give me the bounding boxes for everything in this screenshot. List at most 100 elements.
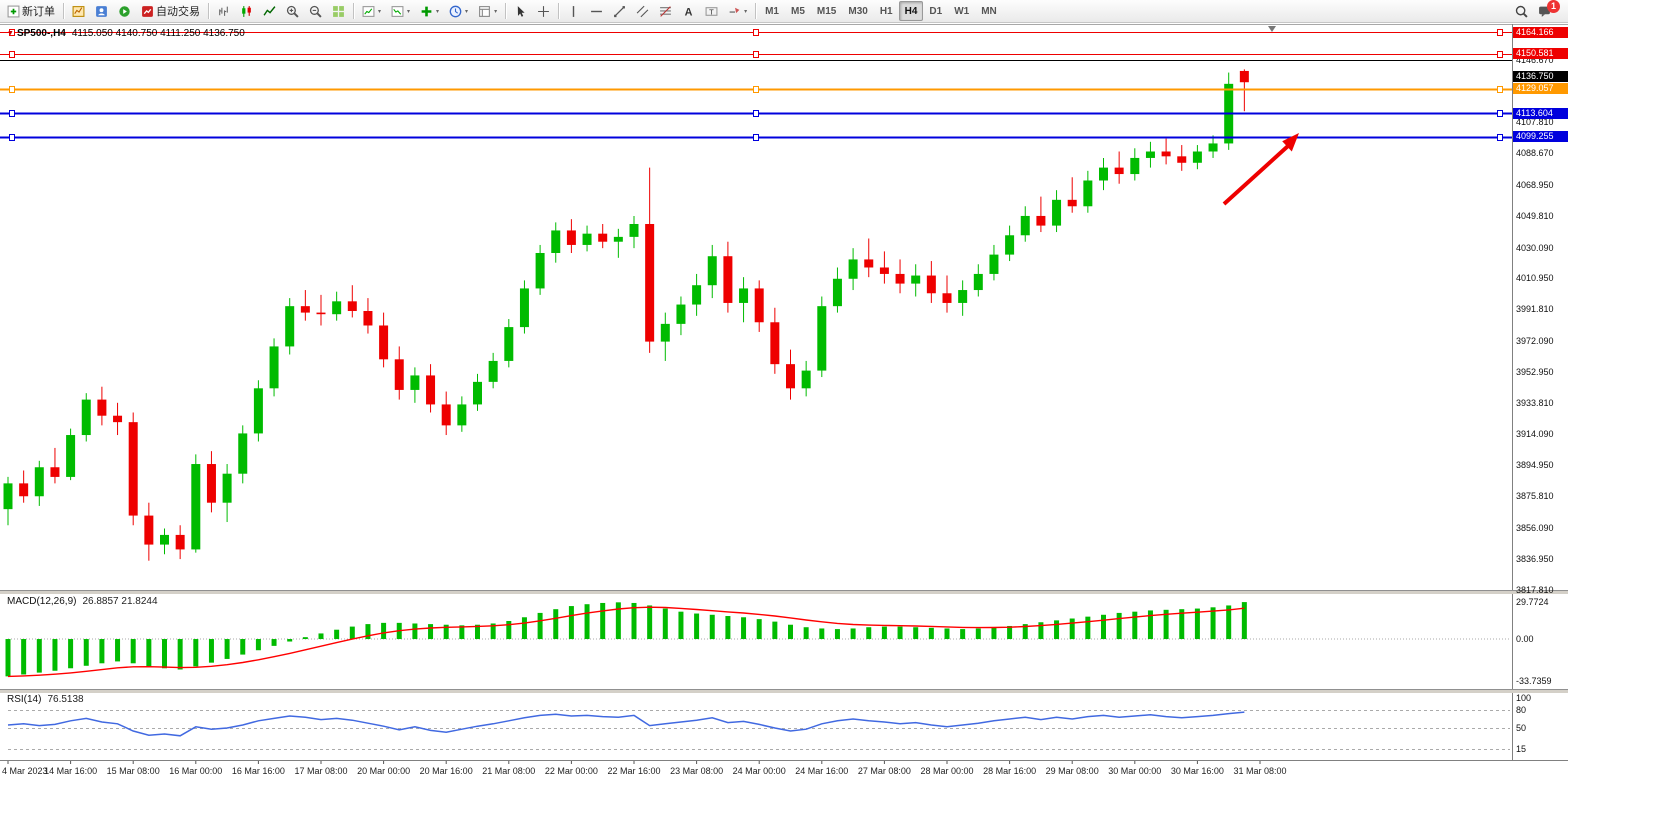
line-chart-button[interactable] [258, 1, 281, 21]
bars-icon [219, 6, 228, 16]
time-axis-label: 29 Mar 08:00 [1045, 766, 1099, 776]
tf-d1-button[interactable]: D1 [923, 1, 948, 21]
tf-w1-button-label: W1 [954, 5, 970, 17]
price-axis-label: 3856.090 [1516, 522, 1554, 533]
market-watch-button[interactable] [67, 1, 90, 21]
template-icon [479, 5, 490, 17]
tf-h4-button[interactable]: H4 [898, 1, 924, 21]
price-axis-label: 4010.950 [1516, 273, 1554, 284]
textA-icon: A [685, 6, 693, 18]
toolbar-separator [558, 3, 560, 19]
linechart-icon [263, 5, 276, 16]
tf-h1-button[interactable]: H1 [874, 1, 899, 21]
symbol-marker-icon: ▼ [7, 30, 14, 37]
chart-plot-area[interactable] [0, 24, 1512, 591]
chart-profiles-button[interactable]: ▾ [386, 1, 415, 21]
crosshair-button[interactable] [532, 1, 555, 21]
macd-axis-label: 29.7724 [1516, 596, 1549, 607]
time-axis-label: 28 Mar 00:00 [920, 766, 974, 776]
rsi-axis-label: 80 [1516, 704, 1527, 715]
label-button[interactable]: T [700, 1, 723, 21]
tf-m30-button-label: M30 [848, 5, 868, 17]
shapes-button[interactable]: ▾ [723, 1, 752, 21]
zoomout-icon [309, 5, 322, 18]
rsi-axis-label: 15 [1516, 743, 1527, 754]
symbol-info: ▼ SP500-,H4 4115.050 4140.750 4111.250 413… [7, 28, 245, 39]
terminal-button[interactable] [113, 1, 136, 21]
price-axis-label: 4068.950 [1516, 179, 1554, 190]
periods-button[interactable]: ▾ [444, 1, 473, 21]
rsi-panel[interactable] [0, 693, 1512, 759]
toolbar-separator [755, 3, 757, 19]
channel-button[interactable] [631, 1, 654, 21]
search-icon [1515, 5, 1528, 18]
price-line-label: 4164.166 [1513, 26, 1568, 38]
search-button[interactable] [1510, 1, 1533, 21]
notifications-button[interactable]: 1 [1533, 0, 1560, 21]
crosshair-icon [538, 5, 549, 17]
chartwin-icon [72, 5, 85, 17]
macd-axis-label: -33.7359 [1516, 675, 1552, 686]
profile-icon [96, 5, 107, 17]
zoom-in-button[interactable] [281, 1, 304, 21]
tf-mn-button[interactable]: MN [975, 1, 1003, 21]
candles [3, 69, 1249, 561]
tf-m15-button[interactable]: M15 [811, 1, 842, 21]
tile-windows-button[interactable] [327, 1, 350, 21]
tf-m1-button[interactable]: M1 [759, 1, 785, 21]
tf-m5-button[interactable]: M5 [785, 1, 811, 21]
fibo-icon [660, 5, 671, 17]
tile-icon [333, 5, 344, 17]
arrow-object[interactable] [1222, 144, 1290, 206]
text-button[interactable]: A [677, 1, 700, 21]
price-line-label: 4113.604 [1513, 107, 1568, 119]
autotrading-button-label: 自动交易 [156, 6, 200, 18]
macd-values: 26.8857 21.8244 [82, 596, 158, 607]
price-axis-label: 3817.810 [1516, 584, 1554, 595]
macd-histogram [5, 602, 1247, 677]
vline-icon [572, 5, 575, 17]
horizontal-line-button[interactable] [585, 1, 608, 21]
chevron-down-icon: ▾ [465, 8, 469, 15]
time-axis-label: 27 Mar 08:00 [857, 766, 911, 776]
arrow-head [1282, 133, 1299, 152]
autotrading-button[interactable]: 自动交易 [136, 1, 205, 21]
trendline-button[interactable] [608, 1, 631, 21]
templates-button[interactable]: ▾ [473, 1, 502, 21]
svg-text:T: T [709, 7, 714, 16]
rsi-axis-label: 50 [1516, 722, 1527, 733]
time-axis-label: 30 Mar 00:00 [1108, 766, 1162, 776]
time-axis-label: 20 Mar 00:00 [357, 766, 411, 776]
time-axis-label: 14 Mar 16:00 [44, 766, 98, 776]
cursor-icon [517, 5, 525, 17]
price-axis-label: 3952.950 [1516, 366, 1554, 377]
new-order-button[interactable]: 新订单 [2, 1, 60, 21]
time-axis-label: 17 Mar 08:00 [294, 766, 348, 776]
tf-m5-button-label: M5 [791, 5, 805, 17]
hline-icon [591, 10, 602, 12]
fibonacci-button[interactable] [654, 1, 677, 21]
rsi-axis-label: 100 [1516, 692, 1532, 703]
zoom-out-button[interactable] [304, 1, 327, 21]
time-axis-label: 16 Mar 00:00 [169, 766, 223, 776]
tf-w1-button[interactable]: W1 [948, 1, 975, 21]
rsi-line [7, 711, 1245, 737]
candlestick-chart-button[interactable] [235, 1, 258, 21]
price-axis-label: 3972.090 [1516, 335, 1554, 346]
toolbar: 新订单 自动交易 ▾ ▾ ▾ ▾ ▾ A T ▾ M1 M5 M15 M30 H1 H4 D1 W1 MN 1 [0, 0, 1568, 23]
tf-m1-button-label: M1 [765, 5, 779, 17]
vertical-line-button[interactable] [562, 1, 585, 21]
clock-icon [449, 5, 462, 17]
tf-m30-button[interactable]: M30 [842, 1, 873, 21]
time-axis-label: 21 Mar 08:00 [482, 766, 536, 776]
macd-panel[interactable] [0, 594, 1512, 690]
bar-chart-button[interactable] [212, 1, 235, 21]
cursor-button[interactable] [509, 1, 532, 21]
price-axis-label: 4146.670 [1516, 54, 1554, 65]
bid-price-label: 4136.750 [1513, 70, 1568, 82]
new-chart-button[interactable]: ▾ [357, 1, 386, 21]
indicators-button[interactable]: ▾ [415, 1, 444, 21]
time-axis-label: 22 Mar 00:00 [544, 766, 598, 776]
navigator-button[interactable] [90, 1, 113, 21]
